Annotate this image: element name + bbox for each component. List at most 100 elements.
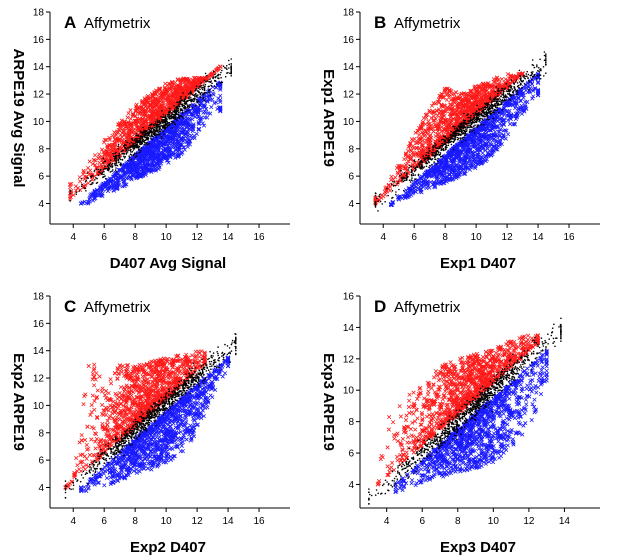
data-point: [81, 177, 83, 180]
data-point: [181, 112, 184, 114]
y-tick-label: 18: [33, 8, 45, 19]
data-point: [173, 104, 175, 107]
data-point: [162, 130, 165, 133]
data-point: [118, 152, 121, 155]
data-point: [175, 111, 177, 114]
data-point: [135, 134, 137, 137]
data-point: [204, 85, 206, 88]
data-point: [203, 110, 208, 115]
data-point: [103, 176, 105, 178]
data-point: [148, 132, 151, 134]
data-point: [103, 160, 106, 163]
data-point: [161, 120, 163, 122]
data-point: [125, 115, 130, 120]
data-point: [230, 72, 232, 75]
data-point: [379, 195, 384, 200]
data-point: [214, 73, 216, 75]
data-point: [104, 165, 106, 168]
data-point: [107, 135, 112, 140]
data-point: [145, 130, 148, 132]
data-point: [200, 84, 203, 87]
data-point: [128, 149, 130, 152]
data-point: [168, 124, 170, 126]
data-point: [180, 115, 182, 117]
data-point: [148, 126, 150, 129]
data-point: [121, 150, 123, 152]
data-point: [85, 179, 87, 182]
data-point: [68, 185, 73, 190]
data-point: [174, 115, 177, 117]
data-point: [173, 121, 175, 124]
data-point: [130, 158, 132, 161]
data-point: [155, 127, 157, 130]
data-point: [143, 129, 145, 132]
data-point: [69, 192, 71, 195]
data-point: [69, 199, 71, 202]
data-point: [184, 108, 186, 110]
data-point: [130, 154, 133, 156]
data-point: [128, 155, 130, 157]
data-point: [228, 63, 230, 66]
data-point: [230, 69, 232, 71]
data-point: [111, 170, 113, 173]
data-point: [138, 151, 141, 154]
data-point: [230, 58, 232, 60]
data-point: [143, 144, 145, 146]
data-point: [98, 171, 100, 173]
data-point: [156, 133, 159, 136]
panel-a-points: [68, 58, 232, 206]
data-point: [135, 145, 138, 147]
data-point: [115, 167, 117, 169]
data-point: [197, 91, 200, 93]
data-point: [174, 123, 176, 125]
x-tick-label: 16: [253, 232, 265, 243]
data-point: [209, 94, 212, 96]
data-point: [202, 92, 205, 95]
data-point: [409, 137, 414, 142]
data-point: [102, 157, 105, 160]
data-point: [192, 94, 195, 96]
data-point: [155, 123, 158, 126]
data-point: [78, 179, 83, 184]
data-point: [95, 177, 97, 179]
data-point: [424, 115, 429, 120]
data-point: [135, 152, 138, 154]
data-point: [169, 110, 171, 112]
panel-a-letter: A: [64, 13, 76, 32]
data-point: [152, 135, 154, 138]
data-point: [123, 152, 125, 155]
data-point: [228, 67, 230, 69]
data-point: [155, 129, 158, 131]
data-point: [214, 85, 216, 88]
data-point: [146, 143, 149, 146]
data-point: [101, 172, 103, 175]
data-point: [97, 168, 100, 171]
panel-a-x-ticks: 4 6 8 10 12 14 16: [70, 224, 265, 243]
data-point: [417, 132, 422, 137]
data-point: [506, 132, 511, 137]
data-point: [205, 81, 207, 83]
data-point: [197, 100, 200, 102]
data-point: [187, 93, 190, 95]
data-point: [503, 136, 508, 141]
data-point: [118, 154, 121, 156]
data-point: [219, 81, 221, 84]
data-point: [128, 142, 131, 145]
data-point: [91, 174, 93, 177]
data-point: [187, 105, 189, 108]
data-point: [135, 138, 137, 140]
data-point: [215, 75, 217, 78]
data-point: [208, 80, 210, 83]
data-point: [125, 140, 127, 142]
data-point: [228, 59, 230, 62]
data-point: [109, 162, 112, 164]
y-tick-label: 10: [33, 117, 45, 128]
data-point: [176, 117, 178, 119]
data-point: [136, 143, 139, 145]
data-point: [87, 159, 92, 164]
data-point: [211, 82, 213, 85]
data-point: [142, 126, 144, 129]
data-point: [114, 169, 117, 171]
